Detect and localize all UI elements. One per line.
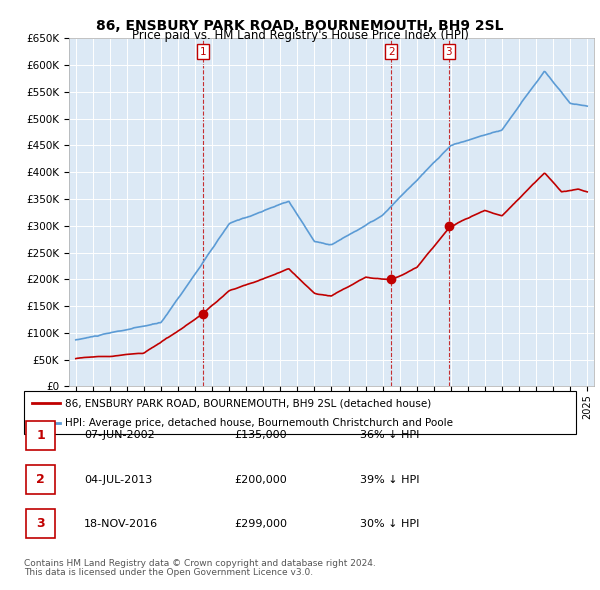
Text: 3: 3	[445, 47, 452, 57]
Text: HPI: Average price, detached house, Bournemouth Christchurch and Poole: HPI: Average price, detached house, Bour…	[65, 418, 454, 428]
FancyBboxPatch shape	[26, 465, 55, 494]
Text: £200,000: £200,000	[234, 475, 287, 484]
Text: 1: 1	[36, 428, 45, 442]
FancyBboxPatch shape	[26, 509, 55, 538]
Text: Price paid vs. HM Land Registry's House Price Index (HPI): Price paid vs. HM Land Registry's House …	[131, 30, 469, 42]
Text: 1: 1	[199, 47, 206, 57]
Text: 2: 2	[36, 473, 45, 486]
Text: 18-NOV-2016: 18-NOV-2016	[84, 519, 158, 529]
Text: 04-JUL-2013: 04-JUL-2013	[84, 475, 152, 484]
Text: 86, ENSBURY PARK ROAD, BOURNEMOUTH, BH9 2SL: 86, ENSBURY PARK ROAD, BOURNEMOUTH, BH9 …	[96, 19, 504, 33]
Text: £135,000: £135,000	[234, 431, 287, 440]
Text: Contains HM Land Registry data © Crown copyright and database right 2024.: Contains HM Land Registry data © Crown c…	[24, 559, 376, 568]
Text: 2: 2	[388, 47, 395, 57]
Text: £299,000: £299,000	[234, 519, 287, 529]
FancyBboxPatch shape	[24, 391, 576, 434]
Text: 30% ↓ HPI: 30% ↓ HPI	[360, 519, 419, 529]
Text: 3: 3	[36, 517, 45, 530]
Text: 86, ENSBURY PARK ROAD, BOURNEMOUTH, BH9 2SL (detached house): 86, ENSBURY PARK ROAD, BOURNEMOUTH, BH9 …	[65, 398, 431, 408]
Text: 07-JUN-2002: 07-JUN-2002	[84, 431, 155, 440]
Text: 36% ↓ HPI: 36% ↓ HPI	[360, 431, 419, 440]
FancyBboxPatch shape	[26, 421, 55, 450]
Text: 39% ↓ HPI: 39% ↓ HPI	[360, 475, 419, 484]
Text: This data is licensed under the Open Government Licence v3.0.: This data is licensed under the Open Gov…	[24, 568, 313, 577]
